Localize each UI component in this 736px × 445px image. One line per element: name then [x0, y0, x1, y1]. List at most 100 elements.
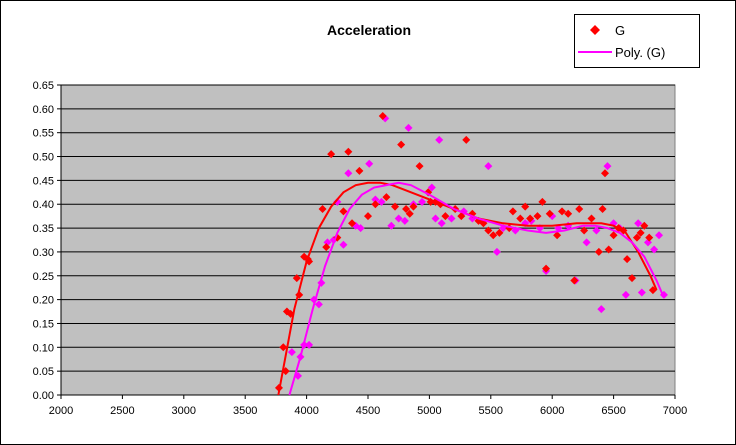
data-point [371, 195, 380, 204]
data-point [344, 169, 353, 178]
data-point [645, 233, 654, 242]
x-tick-label: 3500 [233, 405, 257, 417]
data-point [634, 219, 643, 228]
data-point [545, 209, 554, 218]
data-point [621, 290, 630, 299]
data-point [609, 231, 618, 240]
data-point [400, 216, 409, 225]
data-point [339, 240, 348, 249]
data-point [603, 162, 612, 171]
data-point [437, 219, 446, 228]
data-point [516, 214, 525, 223]
data-point [279, 343, 288, 352]
data-point [287, 348, 296, 357]
y-tick-label: 0.20 [33, 295, 54, 307]
data-point [632, 233, 641, 242]
data-point [364, 212, 372, 221]
data-point [462, 135, 471, 144]
data-point [418, 197, 427, 206]
legend: G Poly. (G) [574, 14, 700, 68]
data-point [508, 207, 517, 216]
data-point [405, 209, 414, 218]
data-point [378, 112, 387, 120]
data-point [457, 212, 466, 221]
data-point [650, 245, 659, 254]
x-tick-label: 4500 [356, 405, 380, 417]
y-tick-label: 0.60 [33, 104, 54, 116]
data-point [592, 226, 601, 235]
data-point [387, 221, 396, 230]
data-point [570, 276, 579, 285]
data-point [575, 205, 584, 213]
y-tick-label: 0.55 [33, 128, 54, 140]
data-point [484, 162, 493, 171]
data-point [344, 147, 353, 156]
data-point [637, 288, 646, 297]
data-point [314, 300, 323, 309]
data-point [402, 205, 411, 213]
chart-title: Acceleration [326, 22, 412, 38]
plot-area [60, 84, 676, 396]
data-point [587, 214, 596, 223]
data-point [427, 183, 436, 192]
x-tick-label: 7000 [663, 405, 687, 417]
trendline [288, 181, 664, 396]
data-point [382, 193, 391, 202]
legend-label: G [615, 22, 626, 38]
data-point [640, 221, 649, 230]
data-point [492, 247, 501, 256]
data-point [292, 274, 301, 283]
data-point [636, 228, 645, 237]
diamond-marker-icon [590, 25, 600, 35]
data-point [604, 245, 613, 254]
data-point [558, 207, 567, 216]
y-tick-label: 0.30 [33, 247, 54, 259]
data-point [598, 205, 607, 213]
data-point [431, 214, 440, 223]
data-point [371, 200, 380, 209]
legend-label: Poly. (G) [615, 44, 666, 60]
data-point [580, 226, 589, 235]
data-point [564, 209, 573, 218]
data-point [628, 274, 637, 283]
data-point [489, 231, 498, 240]
data-point [404, 123, 413, 132]
data-point [538, 197, 547, 206]
data-point [484, 226, 493, 235]
data-point [322, 243, 331, 252]
data-point [356, 224, 365, 233]
y-tick-label: 0.15 [33, 318, 54, 330]
x-tick-label: 5000 [417, 405, 441, 417]
data-point [391, 202, 400, 211]
data-point [542, 264, 551, 273]
y-tick-label: 0.50 [33, 152, 54, 164]
data-point [318, 205, 327, 213]
data-point [495, 228, 504, 237]
data-point [582, 238, 591, 247]
x-tick-label: 4000 [294, 405, 318, 417]
data-point [397, 140, 406, 149]
line-marker-icon [578, 51, 612, 53]
data-point [333, 197, 342, 206]
data-point [533, 212, 542, 221]
data-point [377, 197, 386, 206]
data-point [655, 231, 664, 240]
data-point [601, 169, 610, 178]
y-tick-label: 0.65 [33, 80, 54, 92]
y-tick-label: 0.40 [33, 199, 54, 211]
data-point [394, 214, 403, 223]
legend-item-poly: Poly. (G) [575, 42, 665, 62]
x-tick-label: 3000 [172, 405, 196, 417]
y-tick-label: 0.05 [33, 366, 54, 378]
data-point [409, 202, 418, 211]
data-point [553, 231, 562, 240]
y-tick-label: 0.10 [33, 342, 54, 354]
data-point [441, 212, 450, 221]
y-tick-label: 0.00 [33, 390, 54, 402]
data-point [339, 207, 348, 216]
y-tick-label: 0.45 [33, 175, 54, 187]
data-point [594, 247, 603, 256]
data-point [435, 135, 444, 144]
